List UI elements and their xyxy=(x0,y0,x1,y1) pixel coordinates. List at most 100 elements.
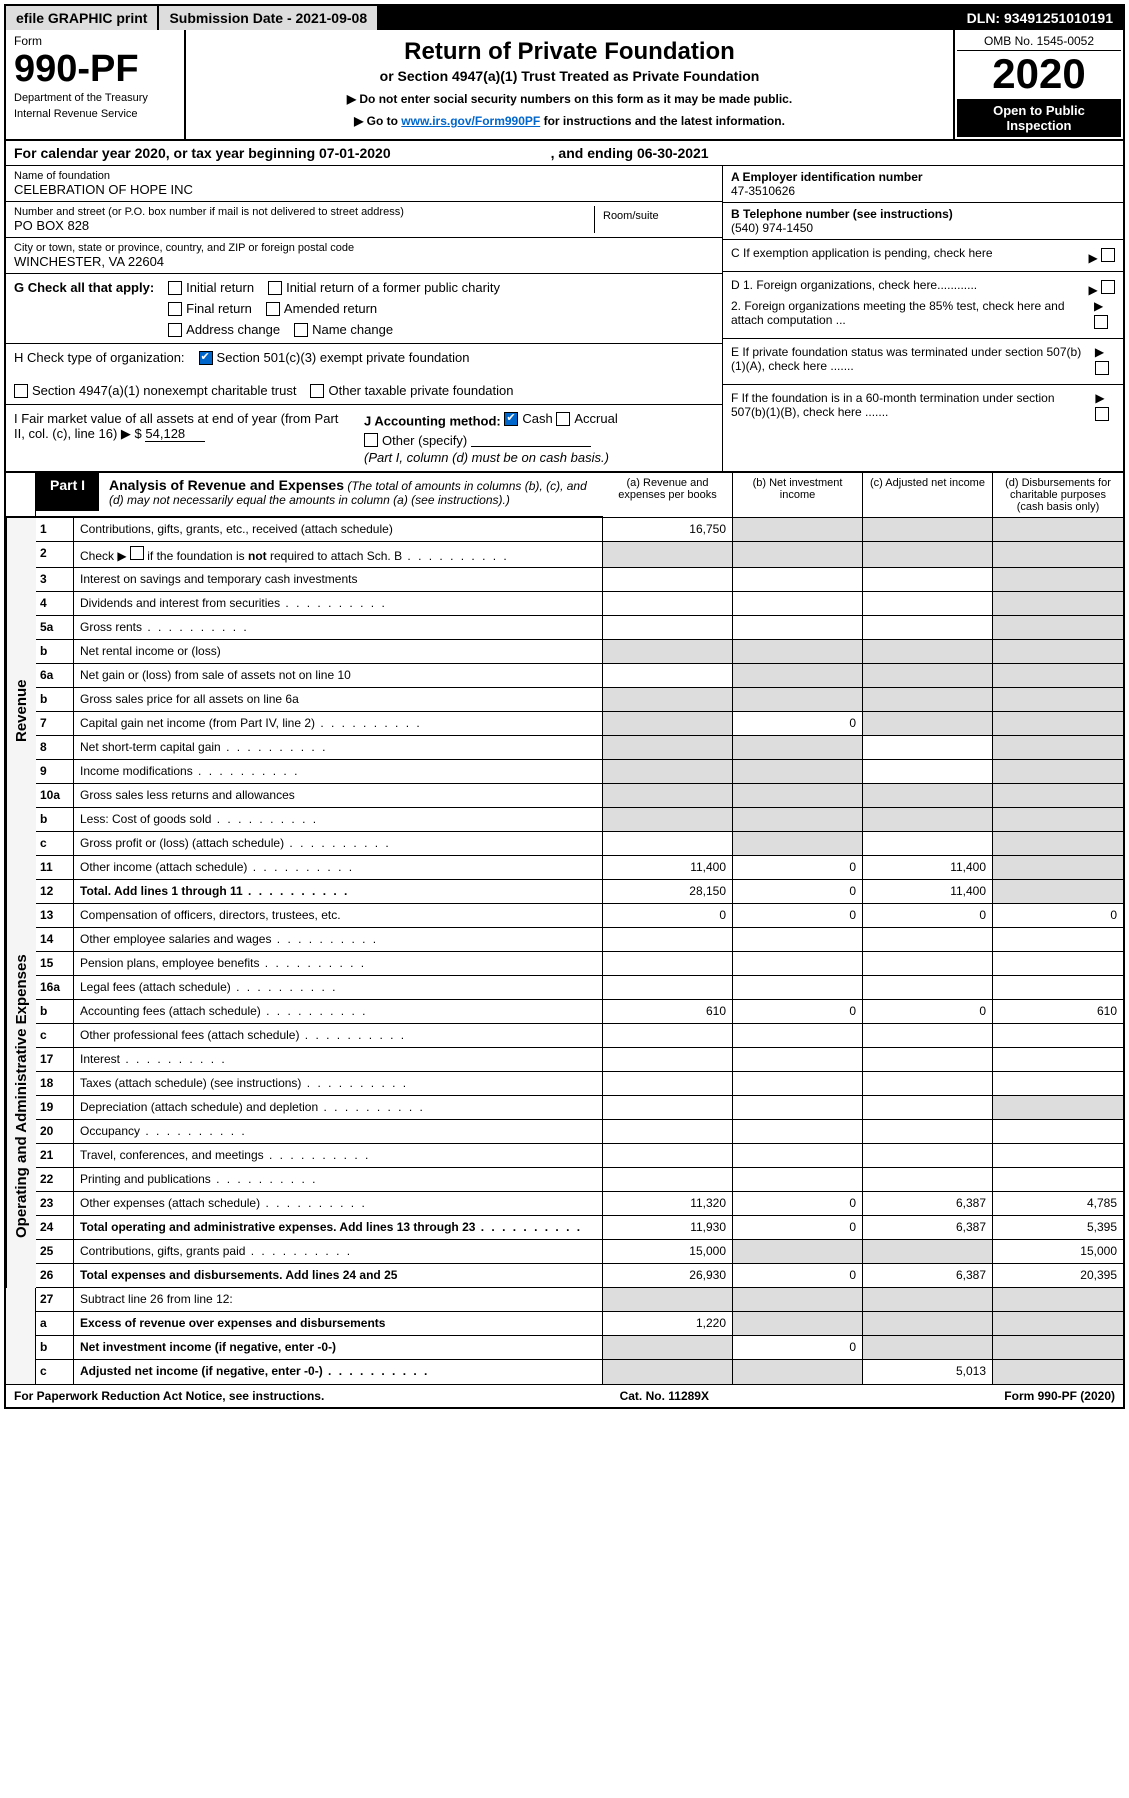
e-label: E If private foundation status was termi… xyxy=(731,345,1089,373)
row-3: 3Interest on savings and temporary cash … xyxy=(36,568,1123,592)
row-26: 26Total expenses and disbursements. Add … xyxy=(36,1264,1123,1288)
room-cell: Room/suite xyxy=(594,206,714,233)
meta-section: Name of foundation CELEBRATION OF HOPE I… xyxy=(6,166,1123,473)
city-row: City or town, state or province, country… xyxy=(6,238,722,274)
h-row: H Check type of organization: Section 50… xyxy=(6,344,722,405)
title-box: Return of Private Foundation or Section … xyxy=(186,30,953,139)
name-row: Name of foundation CELEBRATION OF HOPE I… xyxy=(6,166,722,202)
g-final[interactable]: Final return xyxy=(168,301,252,316)
col-d: (d) Disbursements for charitable purpose… xyxy=(993,473,1123,517)
foot-left: For Paperwork Reduction Act Notice, see … xyxy=(14,1389,324,1403)
ein-row: A Employer identification number 47-3510… xyxy=(723,166,1123,203)
revenue-group: Revenue 1Contributions, gifts, grants, e… xyxy=(6,518,1123,904)
j-label: J Accounting method: xyxy=(364,414,501,429)
tel: (540) 974-1450 xyxy=(731,221,813,235)
main-title: Return of Private Foundation xyxy=(194,38,945,66)
inst2a: ▶ Go to xyxy=(354,114,401,128)
omb: OMB No. 1545-0052 xyxy=(957,32,1121,51)
row-14: 14Other employee salaries and wages xyxy=(36,928,1123,952)
dln-label: DLN: 93491251010191 xyxy=(957,6,1123,30)
foundation-name: CELEBRATION OF HOPE INC xyxy=(14,182,193,197)
row-13: 13Compensation of officers, directors, t… xyxy=(36,904,1123,928)
form-link[interactable]: www.irs.gov/Form990PF xyxy=(401,114,540,128)
f-check[interactable] xyxy=(1095,407,1109,421)
d1-label: D 1. Foreign organizations, check here..… xyxy=(731,278,977,292)
cal-begin: For calendar year 2020, or tax year begi… xyxy=(14,145,391,161)
j-other-check[interactable]: Other (specify) xyxy=(364,433,467,448)
part1-label: Part I xyxy=(36,473,99,511)
name-label: Name of foundation xyxy=(14,170,714,182)
ij-row: I Fair market value of all assets at end… xyxy=(6,405,722,471)
addr-label: Number and street (or P.O. box number if… xyxy=(14,206,594,218)
d2-label: 2. Foreign organizations meeting the 85%… xyxy=(731,299,1088,327)
row-23: 23Other expenses (attach schedule)11,320… xyxy=(36,1192,1123,1216)
col-c: (c) Adjusted net income xyxy=(863,473,993,517)
row-6b: bGross sales price for all assets on lin… xyxy=(36,688,1123,712)
right-meta: A Employer identification number 47-3510… xyxy=(723,166,1123,471)
c-row: C If exemption application is pending, c… xyxy=(723,240,1123,272)
form-number: 990-PF xyxy=(14,50,176,88)
calendar-year: For calendar year 2020, or tax year begi… xyxy=(6,141,1123,166)
row-8: 8Net short-term capital gain xyxy=(36,736,1123,760)
footer: For Paperwork Reduction Act Notice, see … xyxy=(6,1384,1123,1407)
dept: Department of the Treasury xyxy=(14,92,176,104)
row-27c: cAdjusted net income (if negative, enter… xyxy=(36,1360,1123,1384)
row-25: 25Contributions, gifts, grants paid15,00… xyxy=(36,1240,1123,1264)
revenue-side: Revenue xyxy=(6,518,36,904)
c-check[interactable] xyxy=(1101,248,1115,262)
h-4947[interactable]: Section 4947(a)(1) nonexempt charitable … xyxy=(14,383,296,398)
row-2: 2Check ▶ if the foundation is not requir… xyxy=(36,542,1123,568)
j-note: (Part I, column (d) must be on cash basi… xyxy=(364,450,609,465)
h-label: H Check type of organization: xyxy=(14,350,185,365)
j-cash[interactable]: Cash xyxy=(504,411,552,426)
row-10b: bLess: Cost of goods sold xyxy=(36,808,1123,832)
row-17: 17Interest xyxy=(36,1048,1123,1072)
g-initial[interactable]: Initial return xyxy=(168,280,254,295)
e-row: E If private foundation status was termi… xyxy=(723,339,1123,385)
h-501c3[interactable]: Section 501(c)(3) exempt private foundat… xyxy=(199,350,470,365)
ein-label: A Employer identification number xyxy=(731,170,923,184)
g-row: G Check all that apply: Initial return I… xyxy=(6,274,722,344)
row-7: 7Capital gain net income (from Part IV, … xyxy=(36,712,1123,736)
i-value: 54,128 xyxy=(145,426,205,442)
h-other[interactable]: Other taxable private foundation xyxy=(310,383,513,398)
row-21: 21Travel, conferences, and meetings xyxy=(36,1144,1123,1168)
form-page: efile GRAPHIC print Submission Date - 20… xyxy=(4,4,1125,1409)
row-12: 12Total. Add lines 1 through 1128,150011… xyxy=(36,880,1123,904)
row-27: 27Subtract line 26 from line 12: xyxy=(36,1288,1123,1312)
part1-desc: Analysis of Revenue and Expenses (The to… xyxy=(99,473,603,511)
year-box: OMB No. 1545-0052 2020 Open to Public In… xyxy=(953,30,1123,139)
e-check[interactable] xyxy=(1095,361,1109,375)
row-24: 24Total operating and administrative exp… xyxy=(36,1216,1123,1240)
row-20: 20Occupancy xyxy=(36,1120,1123,1144)
row-5b: bNet rental income or (loss) xyxy=(36,640,1123,664)
d2-check[interactable] xyxy=(1094,315,1108,329)
d-row: D 1. Foreign organizations, check here..… xyxy=(723,272,1123,339)
j-accrual[interactable]: Accrual xyxy=(556,411,617,426)
row-27a: aExcess of revenue over expenses and dis… xyxy=(36,1312,1123,1336)
summary-group: 27Subtract line 26 from line 12: aExcess… xyxy=(6,1288,1123,1384)
subtitle: or Section 4947(a)(1) Trust Treated as P… xyxy=(194,68,945,84)
row-10c: cGross profit or (loss) (attach schedule… xyxy=(36,832,1123,856)
foot-right: Form 990-PF (2020) xyxy=(1004,1389,1115,1403)
g-initial-former[interactable]: Initial return of a former public charit… xyxy=(268,280,500,295)
part1-header: Part I Analysis of Revenue and Expenses … xyxy=(6,473,1123,518)
form-label: Form xyxy=(14,34,42,48)
row-16a: 16aLegal fees (attach schedule) xyxy=(36,976,1123,1000)
open-public: Open to Public Inspection xyxy=(957,99,1121,137)
row-19: 19Depreciation (attach schedule) and dep… xyxy=(36,1096,1123,1120)
inst2: ▶ Go to www.irs.gov/Form990PF for instru… xyxy=(194,114,945,128)
year: 2020 xyxy=(957,51,1121,97)
g-name[interactable]: Name change xyxy=(294,322,393,337)
left-meta: Name of foundation CELEBRATION OF HOPE I… xyxy=(6,166,723,471)
col-a: (a) Revenue and expenses per books xyxy=(603,473,733,517)
cal-end: , and ending 06-30-2021 xyxy=(551,145,709,161)
header: Form 990-PF Department of the Treasury I… xyxy=(6,30,1123,141)
revenue-rows: 1Contributions, gifts, grants, etc., rec… xyxy=(36,518,1123,904)
addr: PO BOX 828 xyxy=(14,218,89,233)
d1-check[interactable] xyxy=(1101,280,1115,294)
row-18: 18Taxes (attach schedule) (see instructi… xyxy=(36,1072,1123,1096)
g-amended[interactable]: Amended return xyxy=(266,301,377,316)
col-b: (b) Net investment income xyxy=(733,473,863,517)
g-address[interactable]: Address change xyxy=(168,322,280,337)
